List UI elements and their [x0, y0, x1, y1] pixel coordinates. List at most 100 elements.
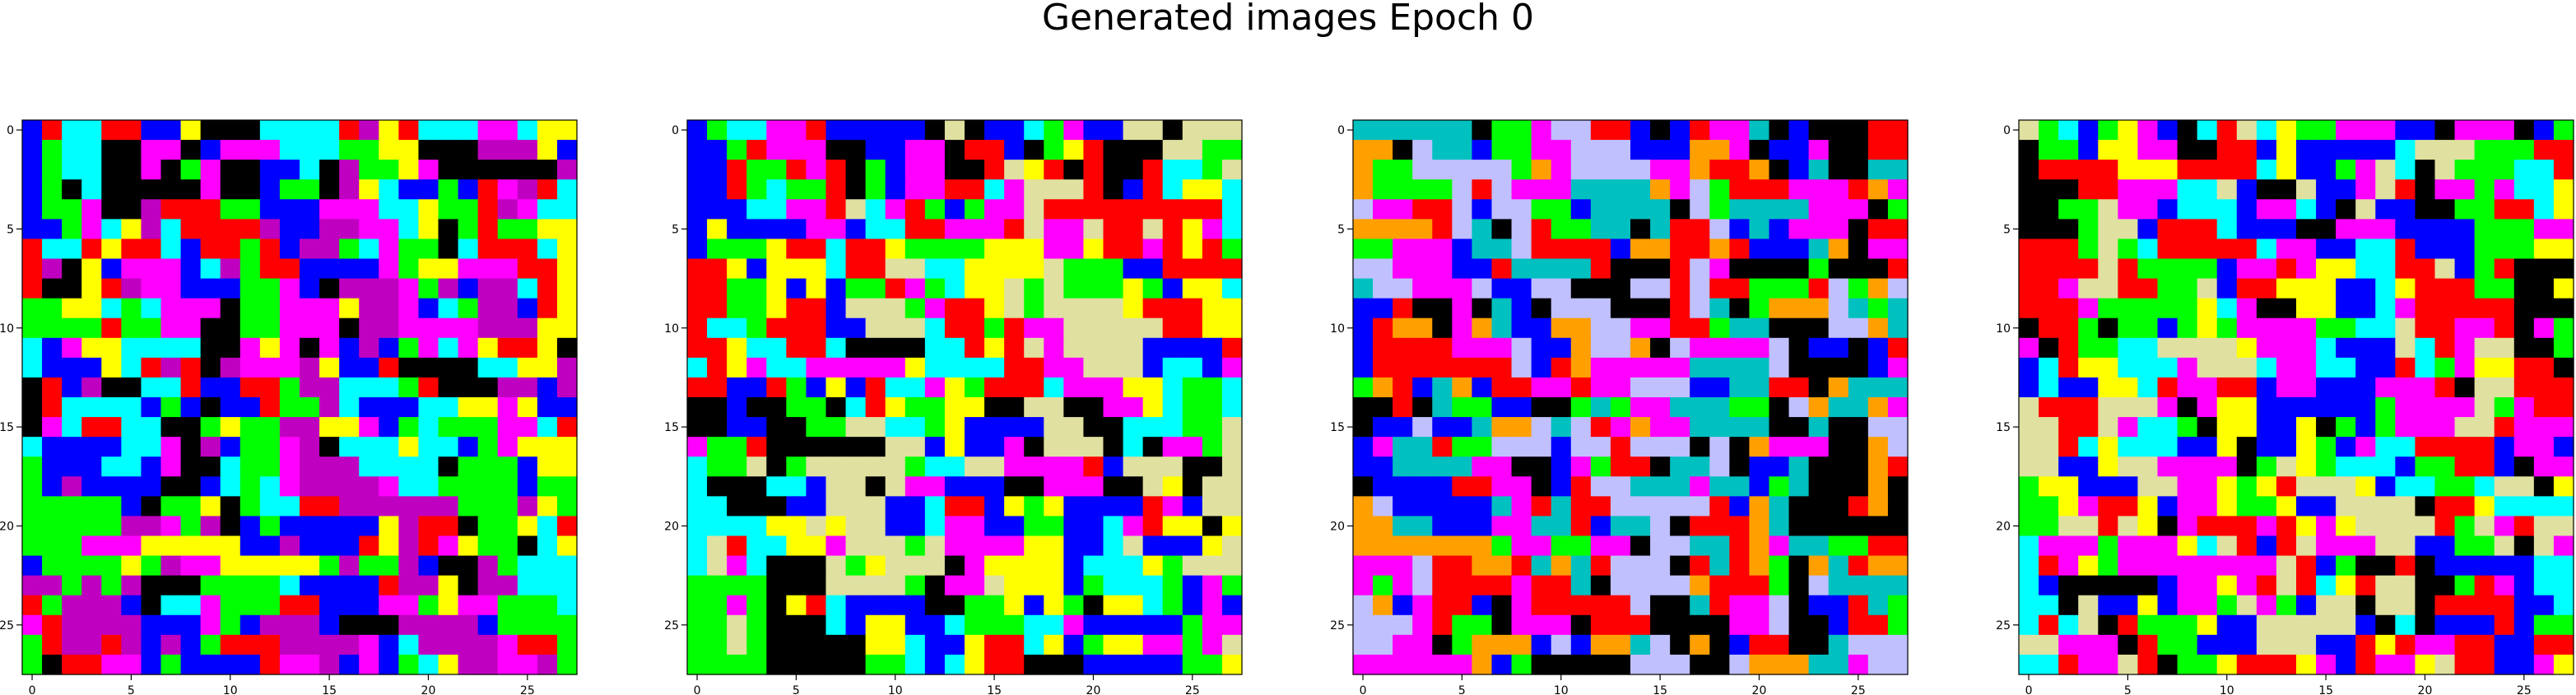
pixel-cell	[885, 535, 906, 557]
pixel-cell	[556, 397, 578, 418]
pixel-cell	[1749, 160, 1770, 180]
pixel-cell	[319, 595, 340, 616]
pixel-cell	[727, 476, 747, 497]
pixel-cell	[1353, 239, 1374, 260]
pixel-cell	[2296, 377, 2317, 398]
pixel-cell	[1590, 535, 1611, 557]
pixel-cell	[2395, 298, 2416, 319]
pixel-cell	[259, 160, 281, 180]
pixel-cell	[22, 337, 43, 359]
pixel-cell	[1202, 258, 1223, 280]
pixel-cell	[477, 357, 499, 378]
pixel-cell	[497, 456, 518, 477]
pixel-cell	[1373, 317, 1393, 339]
pixel-cell	[62, 614, 82, 636]
pixel-cell	[1004, 239, 1025, 260]
pixel-cell	[1024, 496, 1044, 517]
pixel-cell	[2395, 397, 2416, 418]
pixel-cell	[1531, 377, 1552, 398]
pixel-cell	[1432, 179, 1453, 200]
pixel-cell	[556, 120, 578, 141]
pixel-cell	[101, 317, 122, 339]
pixel-cell	[2216, 179, 2238, 200]
pixel-cell	[339, 555, 360, 577]
pixel-cell	[1650, 140, 1671, 160]
pixel-cell	[1202, 614, 1223, 636]
pixel-cell	[845, 496, 867, 517]
pixel-cell	[339, 595, 360, 616]
pixel-cell	[2118, 337, 2139, 359]
pixel-cell	[1393, 239, 1413, 260]
x-tick-label: 15	[987, 684, 1002, 695]
pixel-cell	[2098, 278, 2118, 299]
pixel-cell	[1867, 397, 1889, 418]
pixel-cell	[2395, 357, 2416, 378]
pixel-cell	[1570, 219, 1592, 240]
pixel-cell	[766, 437, 787, 457]
pixel-cell	[1373, 219, 1393, 240]
pixel-cell	[220, 595, 241, 616]
pixel-cell	[22, 535, 43, 557]
pixel-cell	[1630, 278, 1651, 299]
pixel-cell	[944, 614, 965, 636]
pixel-cell	[81, 377, 102, 398]
pixel-cell	[537, 476, 558, 497]
pixel-cell	[2533, 476, 2555, 497]
pixel-cell	[141, 239, 162, 260]
pixel-cell	[1373, 496, 1393, 517]
pixel-cell	[2533, 456, 2555, 477]
pixel-cell	[786, 456, 807, 477]
pixel-cell	[2336, 298, 2356, 319]
pixel-cell	[398, 417, 420, 438]
pixel-cell	[1709, 140, 1730, 160]
pixel-cell	[2474, 179, 2495, 200]
pixel-cell	[62, 140, 82, 160]
pixel-cell	[2296, 496, 2317, 517]
pixel-cell	[398, 140, 420, 160]
pixel-cell	[2336, 377, 2356, 398]
pixel-cell	[1610, 377, 1631, 398]
pixel-cell	[1531, 120, 1552, 141]
pixel-cell	[1221, 516, 1243, 537]
pixel-cell	[121, 278, 142, 299]
pixel-cell	[2236, 160, 2257, 180]
pixel-cell	[1650, 258, 1671, 280]
pixel-cell	[2078, 140, 2099, 160]
pixel-cell	[1452, 417, 1473, 438]
pixel-cell	[537, 496, 558, 517]
pixel-cell	[984, 219, 1005, 240]
pixel-cell	[766, 476, 787, 497]
pixel-cell	[727, 357, 747, 378]
pixel-cell	[1670, 595, 1690, 616]
pixel-cell	[904, 535, 926, 557]
pixel-cell	[279, 555, 300, 577]
pixel-cell	[300, 337, 320, 359]
pixel-cell	[319, 179, 340, 200]
pixel-cell	[279, 377, 300, 398]
pixel-cell	[2355, 219, 2376, 240]
pixel-cell	[239, 337, 261, 359]
pixel-cell	[865, 476, 886, 497]
pixel-cell	[1162, 219, 1183, 240]
pixel-cell	[1063, 377, 1085, 398]
pixel-cell	[1432, 317, 1453, 339]
pixel-cell	[786, 595, 807, 616]
pixel-cell	[220, 357, 241, 378]
pixel-cell	[1630, 397, 1651, 418]
pixel-cell	[2375, 437, 2396, 457]
pixel-cell	[2553, 278, 2574, 299]
pixel-cell	[200, 535, 221, 557]
pixel-cell	[1690, 258, 1710, 280]
pixel-cell	[2395, 219, 2416, 240]
pixel-cell	[2118, 397, 2139, 418]
pixel-cell	[2553, 575, 2574, 596]
pixel-cell	[200, 258, 221, 280]
pixel-cell	[1630, 496, 1651, 517]
pixel-cell	[727, 199, 747, 220]
pixel-cell	[1848, 437, 1869, 457]
pixel-cell	[1570, 595, 1592, 616]
pixel-cell	[1551, 377, 1572, 398]
pixel-cell	[220, 317, 241, 339]
pixel-cell	[2197, 199, 2218, 220]
pixel-cell	[1511, 179, 1532, 200]
